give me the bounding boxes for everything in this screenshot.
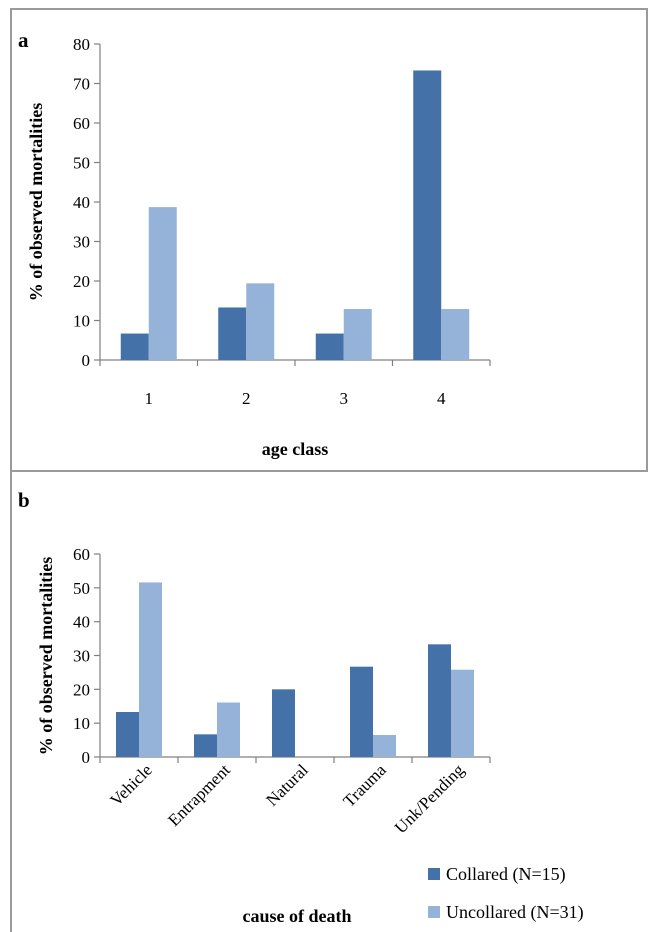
bar-collared <box>218 307 247 360</box>
x-tick-label: Natural <box>262 760 312 810</box>
bar-collared <box>272 689 295 757</box>
bar-collared <box>315 333 344 360</box>
y-tick-label: 60 <box>73 545 90 564</box>
x-tick-label: 4 <box>437 389 446 408</box>
y-tick-label: 10 <box>73 312 90 331</box>
legend: Collared (N=15) Uncollared (N=31) <box>428 864 584 923</box>
cause-of-death-chart: 0 10 20 30 40 50 60 Vehicle Entrapment Natural Tra… <box>36 545 584 926</box>
y-tick-label: 30 <box>73 233 90 252</box>
bar-collared <box>116 712 139 757</box>
bar-uncollared <box>343 309 372 360</box>
bar-collared <box>428 644 451 757</box>
bar-uncollared <box>373 735 396 757</box>
bar-collared <box>413 70 442 360</box>
bar-uncollared <box>246 283 275 360</box>
y-tick-label: 40 <box>73 613 90 632</box>
y-tick-label: 30 <box>73 647 90 666</box>
legend-swatch-uncollared <box>428 906 440 918</box>
bar-collared <box>194 734 217 757</box>
y-tick-label: 0 <box>82 748 91 767</box>
y-tick-label: 20 <box>73 272 90 291</box>
x-tick-label: 2 <box>242 389 251 408</box>
bar-collared <box>120 333 149 360</box>
chart-panel-b: b 0 10 20 30 40 50 60 Vehicle Entrapment Natural T… <box>10 470 648 932</box>
y-tick-label: 50 <box>73 154 90 173</box>
panel-label-b: b <box>18 488 30 512</box>
x-axis-title: age class <box>262 439 329 459</box>
y-tick-label: 70 <box>73 75 90 94</box>
x-tick-label: Trauma <box>339 760 390 811</box>
legend-label-uncollared: Uncollared (N=31) <box>446 902 584 923</box>
y-axis-title: % of observed mortalities <box>36 557 56 755</box>
legend-label-collared: Collared (N=15) <box>446 864 566 885</box>
y-tick-label: 20 <box>73 680 90 699</box>
y-tick-label: 80 <box>73 35 90 54</box>
x-axis-title: cause of death <box>243 906 352 926</box>
x-tick-label: Unk/Pending <box>391 760 468 837</box>
bar-uncollared <box>148 207 177 360</box>
chart-panel-a: a 0 10 20 30 40 50 60 70 80 1 2 3 4 % of observed mor… <box>10 8 648 470</box>
x-tick-label: Entrapment <box>164 760 234 830</box>
bar-uncollared <box>139 582 162 757</box>
bar-collared <box>350 666 373 757</box>
x-tick-label: Vehicle <box>106 760 155 809</box>
legend-swatch-collared <box>428 868 440 880</box>
x-tick-label: 1 <box>145 389 154 408</box>
y-tick-label: 10 <box>73 714 90 733</box>
bar-uncollared <box>217 702 240 757</box>
y-tick-label: 0 <box>82 351 91 370</box>
y-tick-label: 60 <box>73 114 90 133</box>
age-class-chart: 0 10 20 30 40 50 60 70 80 1 2 3 4 % of observed morta… <box>26 35 491 459</box>
panel-label-a: a <box>18 28 29 52</box>
bar-uncollared <box>441 309 470 360</box>
y-axis-title: % of observed mortalities <box>26 103 46 301</box>
y-tick-label: 40 <box>73 193 90 212</box>
bar-uncollared <box>451 669 474 757</box>
y-tick-label: 50 <box>73 579 90 598</box>
x-tick-label: 3 <box>340 389 349 408</box>
